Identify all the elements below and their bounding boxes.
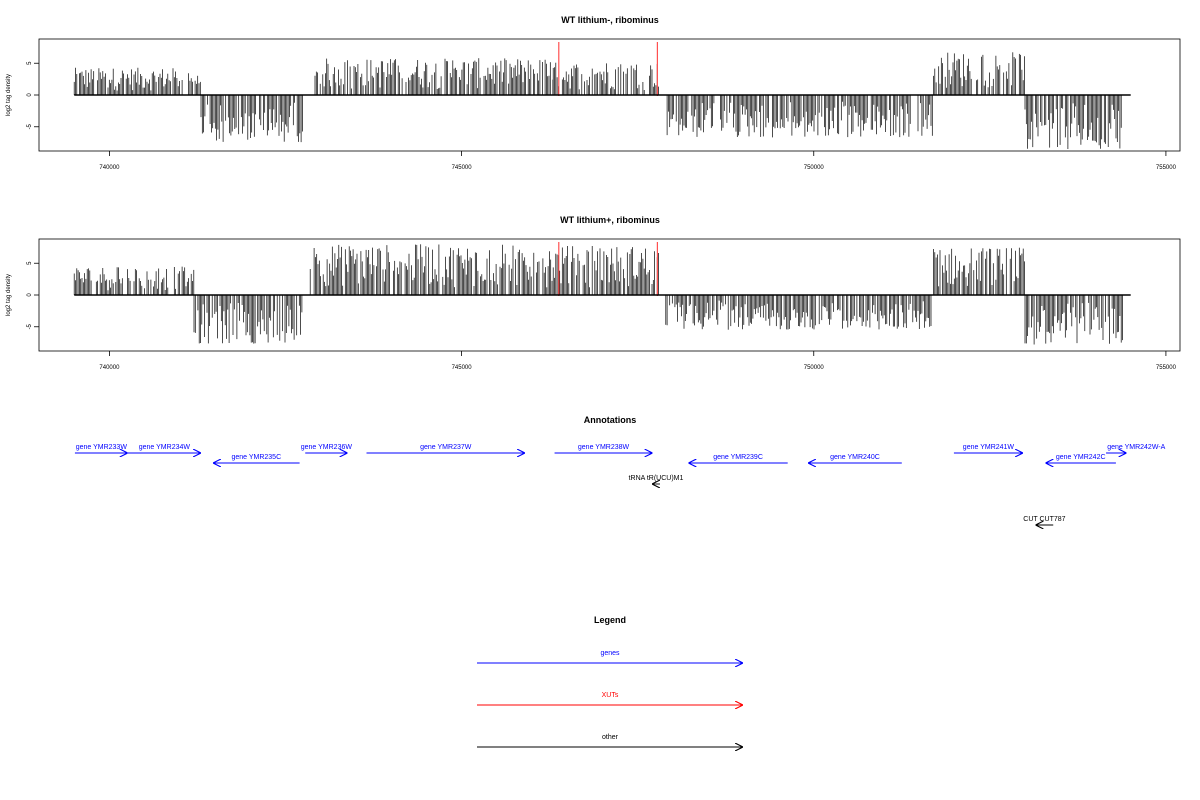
track-panel-1: WT lithium-, ribominus log2 tag density … [6, 15, 1181, 171]
annotation-label: gene YMR234W [139, 444, 191, 451]
panel-2-bars [73, 244, 1123, 345]
panel-1-title: WT lithium-, ribominus [561, 15, 659, 25]
legend-label: genes [600, 650, 620, 657]
annotation-label: CUT CUT787 [1023, 516, 1065, 523]
x-tick-label: 745000 [452, 165, 473, 171]
panel-2-axes: 740000 745000 750000 755000 5 0 -5 [27, 242, 1177, 371]
x-tick-label: 755000 [1156, 165, 1177, 171]
annotation-label: gene YMR238W [578, 444, 630, 451]
track-panel-2: WT lithium+, ribominus log2 tag density … [6, 215, 1181, 371]
annotations-track: Annotations gene YMR233W gene YMR234Wgene… [74, 415, 1166, 525]
legend-items: genes XUTs other [477, 650, 743, 747]
annotation-label: gene YMR240C [830, 454, 880, 461]
x-tick-label: 740000 [99, 365, 120, 371]
x-tick-label: 755000 [1156, 365, 1177, 371]
annotation-label: gene YMR237W [420, 444, 472, 451]
x-tick-label: 745000 [452, 365, 473, 371]
y-tick-label: -5 [27, 123, 33, 129]
legend-label: other [602, 734, 619, 741]
y-tick-label: 5 [27, 61, 33, 65]
annotation-label: gene YMR242C [1056, 454, 1106, 461]
panel-1-bars [73, 52, 1122, 149]
annotation-label: tRNA tR(UCU)M1 [629, 475, 684, 482]
x-tick-label: 750000 [804, 165, 825, 171]
annotation-label: gene YMR236W [301, 444, 353, 451]
panel-1-ylabel: log2 tag density [6, 74, 12, 116]
panel-2-ylabel: log2 tag density [6, 274, 12, 316]
annotation-label: gene YMR233W [76, 444, 128, 451]
annotation-label: gene YMR235C [231, 454, 281, 461]
legend-label: XUTs [602, 692, 619, 699]
legend: Legend genes XUTs other [477, 615, 743, 747]
panel-2-title: WT lithium+, ribominus [560, 215, 660, 225]
x-tick-label: 750000 [804, 365, 825, 371]
annotation-label: gene YMR239C [713, 454, 763, 461]
y-tick-label: 5 [27, 261, 33, 265]
y-tick-label: 0 [27, 93, 33, 97]
y-tick-label: -5 [27, 323, 33, 329]
y-tick-label: 0 [27, 293, 33, 297]
annotations-title: Annotations [584, 415, 637, 425]
panel-1-axes: 740000 745000 750000 755000 5 0 -5 [27, 42, 1177, 171]
x-tick-label: 740000 [99, 165, 120, 171]
annotation-features: gene YMR233W gene YMR234W gene YMR235C gene… [74, 444, 1166, 525]
annotation-label: gene YMR242W-A [1107, 444, 1165, 451]
legend-title: Legend [594, 615, 626, 625]
annotation-label: gene YMR241W [963, 444, 1015, 451]
